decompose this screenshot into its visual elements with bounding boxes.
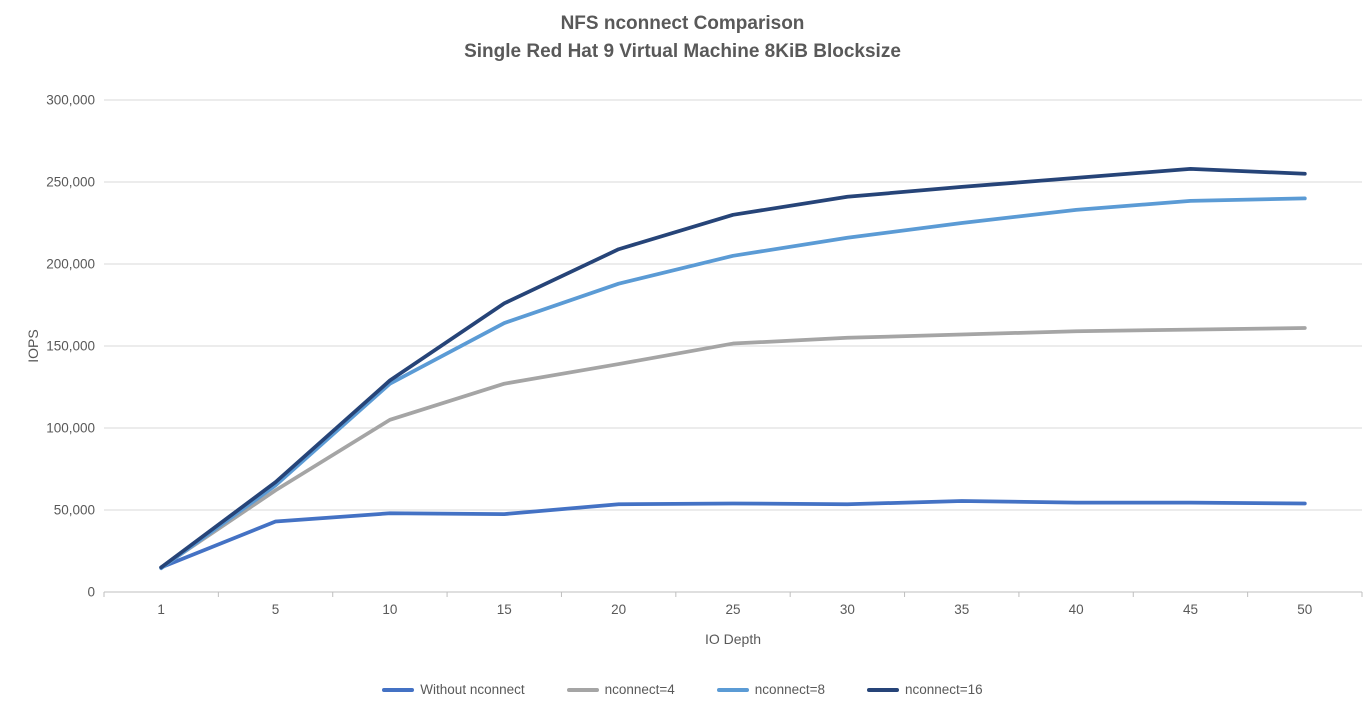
- x-tick-label: 5: [272, 602, 280, 617]
- legend-line-swatch: [716, 687, 749, 692]
- legend-item-nconnect-16: nconnect=16: [866, 682, 983, 697]
- series-line-nconnect-16: [159, 167, 1307, 570]
- y-tick-label: 200,000: [46, 257, 95, 272]
- legend-line-swatch: [866, 687, 899, 692]
- legend-line-swatch: [382, 687, 415, 692]
- legend-label: nconnect=8: [754, 682, 825, 697]
- y-tick-label: 150,000: [46, 339, 95, 354]
- chart-title-line2: Single Red Hat 9 Virtual Machine 8KiB Bl…: [464, 41, 901, 62]
- x-tick-label: 10: [382, 602, 397, 617]
- series-line-nconnect-4: [159, 326, 1307, 570]
- y-tick-label: 250,000: [46, 175, 95, 190]
- x-tick-label: 30: [840, 602, 855, 617]
- y-axis-title: IOPS: [25, 329, 41, 363]
- legend-item-without-nconnect: Without nconnect: [382, 682, 525, 697]
- y-tick-label: 300,000: [46, 93, 95, 108]
- legend-label: Without nconnect: [420, 682, 525, 697]
- legend-label: nconnect=16: [904, 682, 983, 697]
- y-tick-label: 50,000: [54, 503, 95, 518]
- legend-line-swatch: [566, 687, 599, 692]
- x-tick-label: 45: [1183, 602, 1198, 617]
- x-tick-label: 20: [611, 602, 626, 617]
- x-tick-label: 40: [1069, 602, 1084, 617]
- x-tick-label: 1: [157, 602, 165, 617]
- y-tick-label: 0: [87, 585, 95, 600]
- series-line-nconnect-8: [159, 196, 1307, 571]
- chart-title-line1: NFS nconnect Comparison: [560, 13, 805, 34]
- legend: Without nconnect nconnect=4 nconnect=8 n…: [0, 682, 1365, 697]
- x-tick-label: 15: [497, 602, 512, 617]
- y-tick-label: 100,000: [46, 421, 95, 436]
- legend-label: nconnect=4: [604, 682, 675, 697]
- x-axis-title: IO Depth: [704, 631, 762, 647]
- x-tick-label: 25: [725, 602, 740, 617]
- series-line-without-nconnect: [159, 499, 1307, 570]
- legend-item-nconnect-8: nconnect=8: [716, 682, 825, 697]
- chart-title: NFS nconnect Comparison Single Red Hat 9…: [0, 10, 1365, 66]
- x-tick-label: 50: [1297, 602, 1312, 617]
- x-tick-label: 35: [954, 602, 969, 617]
- legend-item-nconnect-4: nconnect=4: [566, 682, 675, 697]
